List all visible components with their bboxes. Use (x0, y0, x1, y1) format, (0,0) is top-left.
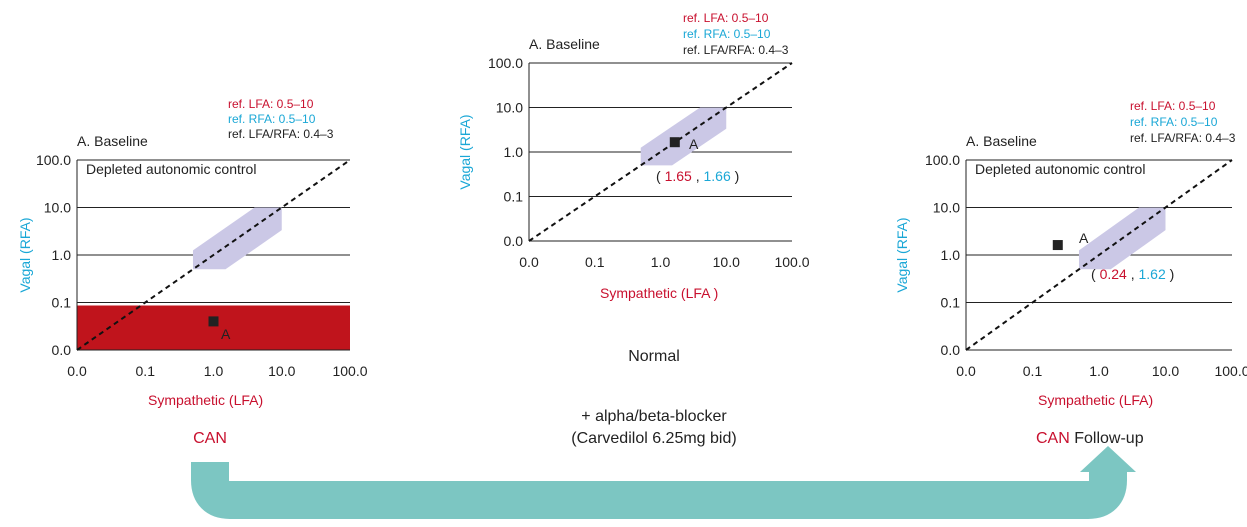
ref-lfa-right: ref. LFA: 0.5–10 (1130, 99, 1216, 113)
x-axis-title-left: Sympathetic (LFA) (148, 392, 264, 408)
ref-rfa-right: ref. RFA: 0.5–10 (1130, 115, 1218, 129)
connector-arrow-tail (191, 462, 229, 472)
y-tick-label: 10.0 (44, 200, 71, 216)
point-a-label-left: A (221, 326, 231, 342)
y-tick-label: 100.0 (36, 152, 71, 168)
point-a-label-right: A (1079, 230, 1089, 246)
ref-ratio-middle: ref. LFA/RFA: 0.4–3 (683, 43, 789, 57)
caption-right: CAN Follow-up (1036, 430, 1144, 448)
y-tick-label: 0.1 (941, 295, 961, 311)
x-tick-label: 1.0 (1089, 363, 1109, 379)
x-tick-label: 100.0 (1214, 363, 1247, 379)
connector-arrow-body (191, 461, 1127, 519)
ref-lfa-middle: ref. LFA: 0.5–10 (683, 11, 769, 25)
title-middle: A. Baseline (529, 36, 600, 52)
connector-arrow (191, 446, 1136, 519)
y-tick-label: 100.0 (488, 55, 523, 71)
x-tick-label: 10.0 (268, 363, 295, 379)
readout-right: ( 0.24 , 1.62 ) (1091, 266, 1174, 282)
readout-lfa-value: 1.65 (664, 168, 692, 184)
title-left: A. Baseline (77, 133, 148, 149)
x-tick-label: 1.0 (204, 363, 224, 379)
y-tick-label: 0.0 (504, 233, 524, 249)
ref-ratio-left: ref. LFA/RFA: 0.4–3 (228, 127, 334, 141)
x-tick-label: 0.0 (956, 363, 976, 379)
y-tick-label: 1.0 (52, 247, 72, 263)
x-tick-label: 0.1 (585, 254, 605, 270)
y-tick-label: 0.1 (504, 189, 524, 205)
title-right: A. Baseline (966, 133, 1037, 149)
readout-open: ( (1091, 266, 1096, 282)
ref-rfa-middle: ref. RFA: 0.5–10 (683, 27, 771, 41)
chart-panel-left: 0.0 0.1 1.0 10.0 100.0 0.0 0.1 1.0 10.0 100.0 Vaga… (17, 152, 368, 379)
y-tick-label: 1.0 (941, 247, 961, 263)
x-tick-label: 0.1 (136, 363, 156, 379)
x-tick-label: 0.0 (519, 254, 539, 270)
normal-zone (192, 207, 282, 270)
caption-right-followup: Follow-up (1074, 430, 1144, 447)
x-tick-label: 0.1 (1023, 363, 1043, 379)
y-tick-label: 10.0 (496, 100, 523, 116)
readout-lfa-value: 0.24 (1099, 266, 1127, 282)
identity-diagonal (76, 159, 351, 351)
y-axis-title: Vagal (RFA) (457, 114, 473, 189)
ref-lfa-left: ref. LFA: 0.5–10 (228, 97, 314, 111)
chart-panel-middle: 0.0 0.1 1.0 10.0 100.0 0.0 0.1 1.0 10.0 100.0 Vaga… (457, 55, 810, 270)
y-tick-label: 10.0 (933, 200, 960, 216)
x-axis-title-right: Sympathetic (LFA) (1038, 392, 1154, 408)
identity-diagonal (965, 159, 1233, 351)
treatment-line2: (Carvedilol 6.25mg bid) (571, 430, 737, 447)
connector-arrow-head (1080, 446, 1136, 472)
x-tick-label: 0.0 (67, 363, 87, 379)
caption-left: CAN (193, 430, 227, 447)
data-point-A (1052, 240, 1063, 251)
ref-rfa-left: ref. RFA: 0.5–10 (228, 112, 316, 126)
x-tick-label: 10.0 (1152, 363, 1179, 379)
chart-panel-right: 0.0 0.1 1.0 10.0 100.0 0.0 0.1 1.0 10.0 100.0 Vaga… (894, 152, 1247, 379)
x-tick-label: 1.0 (651, 254, 671, 270)
point-a-label-middle: A (689, 136, 699, 152)
annotation-left: Depleted autonomic control (86, 161, 257, 177)
ref-ratio-right: ref. LFA/RFA: 0.4–3 (1130, 131, 1236, 145)
readout-rfa-value: 1.66 (703, 168, 731, 184)
y-axis-title: Vagal (RFA) (894, 217, 910, 292)
caption-right-can: CAN (1036, 430, 1070, 447)
readout-close: ) (734, 168, 740, 184)
annotation-right: Depleted autonomic control (975, 161, 1146, 177)
x-axis-title-middle: Sympathetic (LFA ) (600, 285, 719, 301)
identity-diagonal (528, 62, 793, 242)
data-point-A (669, 137, 680, 148)
x-tick-label: 100.0 (774, 254, 809, 270)
readout-sep: , (695, 168, 700, 184)
readout-middle: ( 1.65 , 1.66 ) (656, 168, 739, 184)
readout-open: ( (656, 168, 661, 184)
y-tick-label: 100.0 (925, 152, 960, 168)
y-tick-label: 0.0 (52, 342, 72, 358)
depleted-zone (77, 305, 350, 350)
normal-zone (640, 107, 727, 166)
y-tick-label: 0.1 (52, 295, 72, 311)
x-tick-label: 10.0 (713, 254, 740, 270)
y-tick-label: 1.0 (504, 144, 524, 160)
readout-rfa-value: 1.62 (1138, 266, 1166, 282)
y-axis-title: Vagal (RFA) (17, 217, 33, 292)
data-point-A (208, 316, 219, 327)
x-tick-label: 100.0 (332, 363, 367, 379)
caption-middle: Normal (628, 348, 680, 365)
treatment-line1: + alpha/beta-blocker (581, 408, 727, 425)
readout-sep: , (1130, 266, 1135, 282)
y-tick-label: 0.0 (941, 342, 961, 358)
readout-close: ) (1169, 266, 1175, 282)
